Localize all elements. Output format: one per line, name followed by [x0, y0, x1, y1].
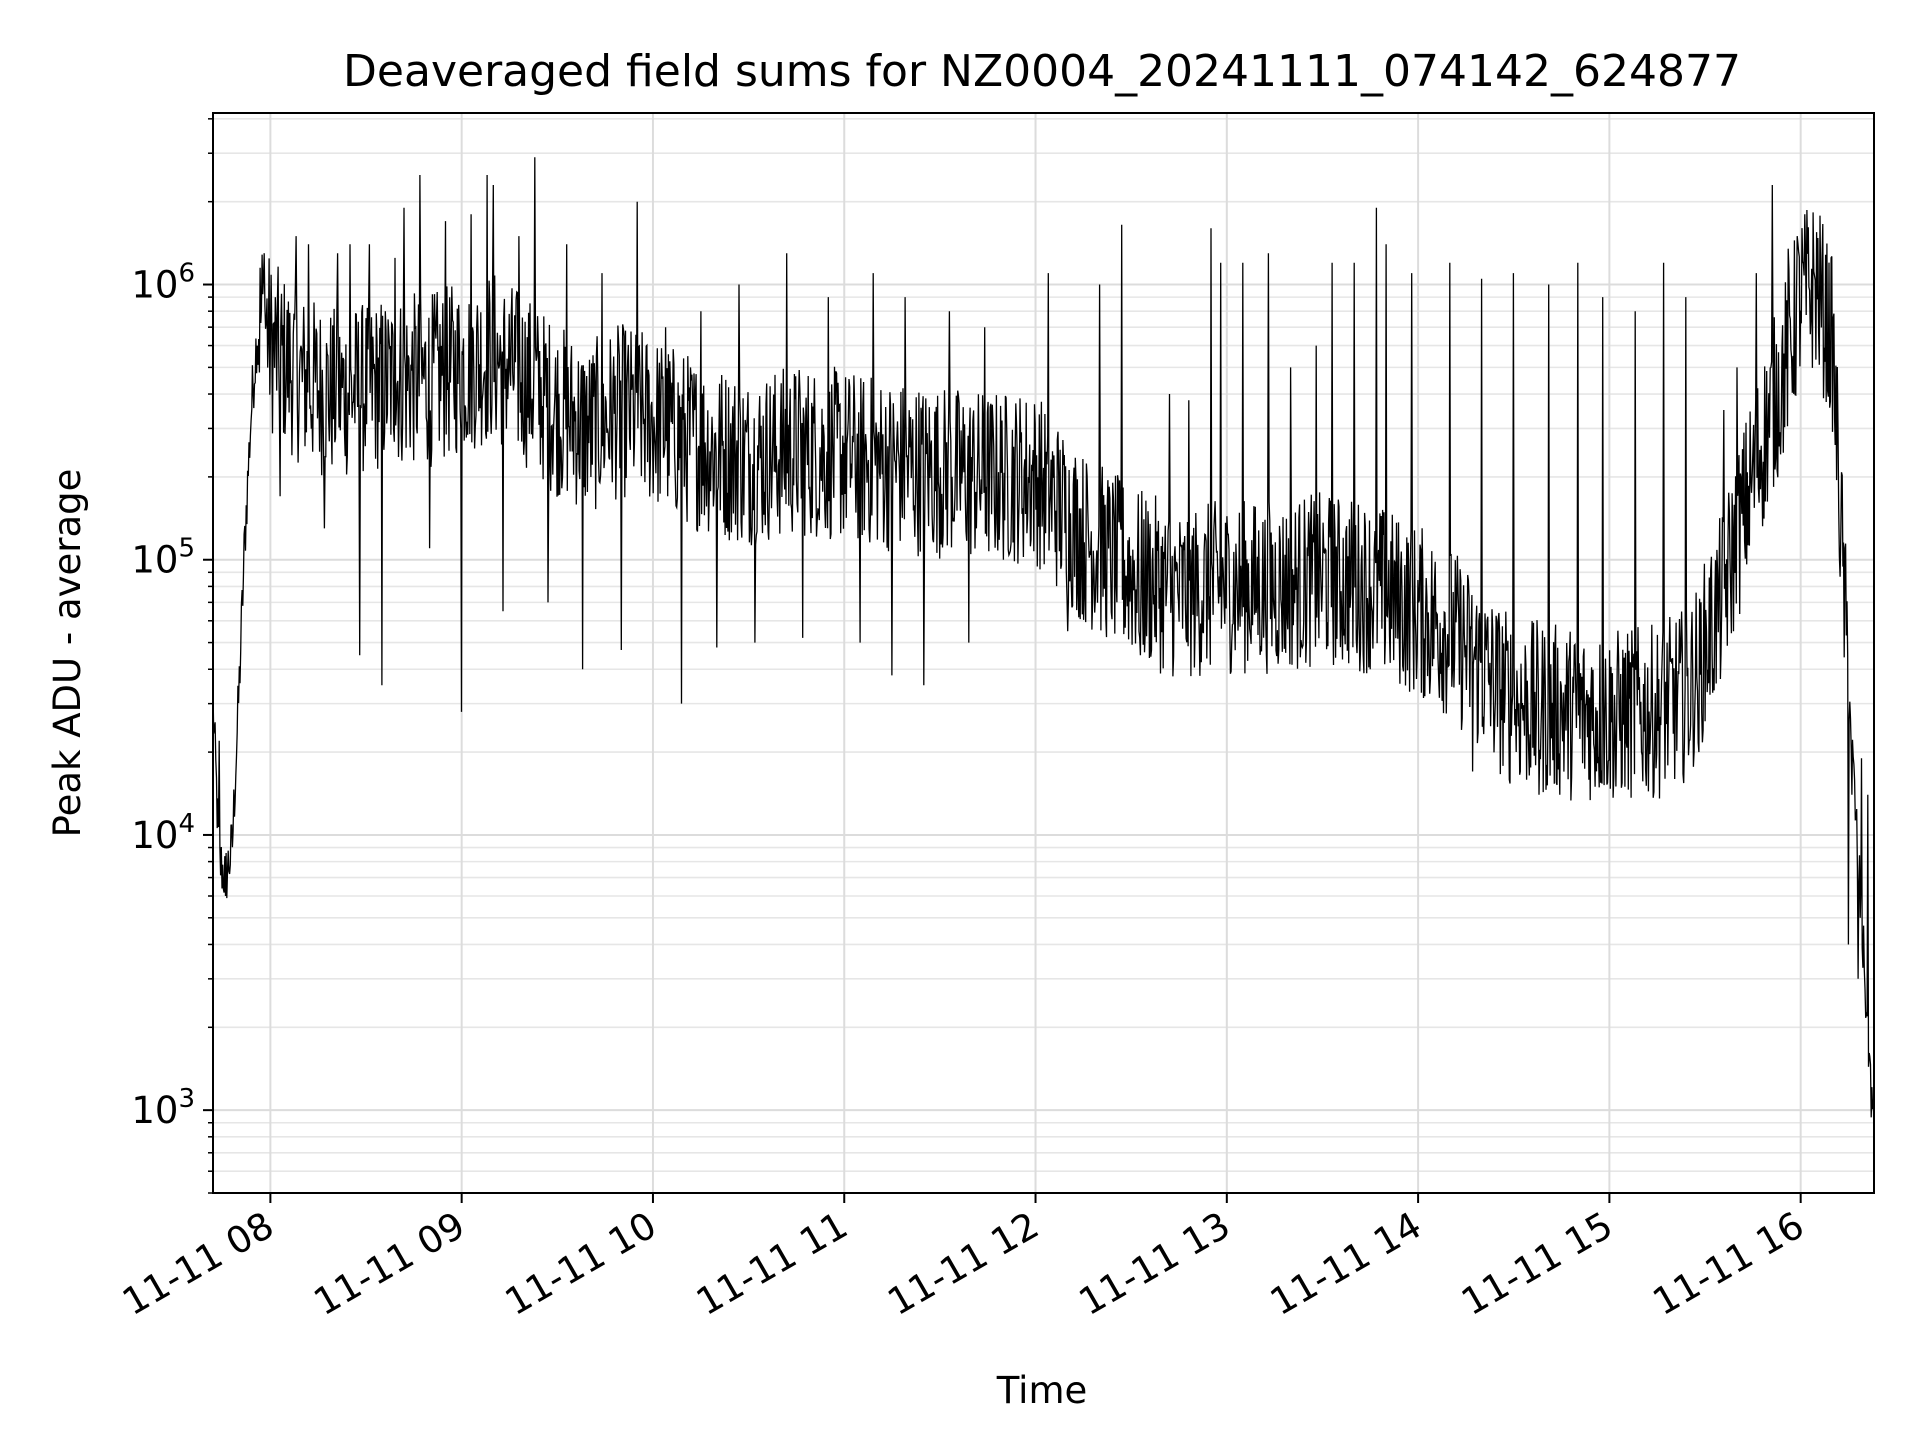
chart-title: Deaveraged field sums for NZ0004_2024111… — [343, 46, 1741, 97]
x-axis-label: Time — [996, 1369, 1088, 1412]
series-line — [212, 157, 1875, 1137]
plot-area — [212, 112, 1875, 1194]
y-axis: 103 104 105 106 — [131, 118, 213, 1194]
y-tick-label: 103 — [131, 1084, 195, 1132]
y-tick-label: 105 — [131, 534, 195, 582]
grid-major — [213, 113, 1874, 1193]
y-tick-label: 104 — [131, 809, 195, 857]
y-tick-label: 106 — [131, 259, 195, 307]
series-line-path — [212, 157, 1875, 1137]
y-axis-label: Peak ADU - average — [46, 469, 89, 838]
